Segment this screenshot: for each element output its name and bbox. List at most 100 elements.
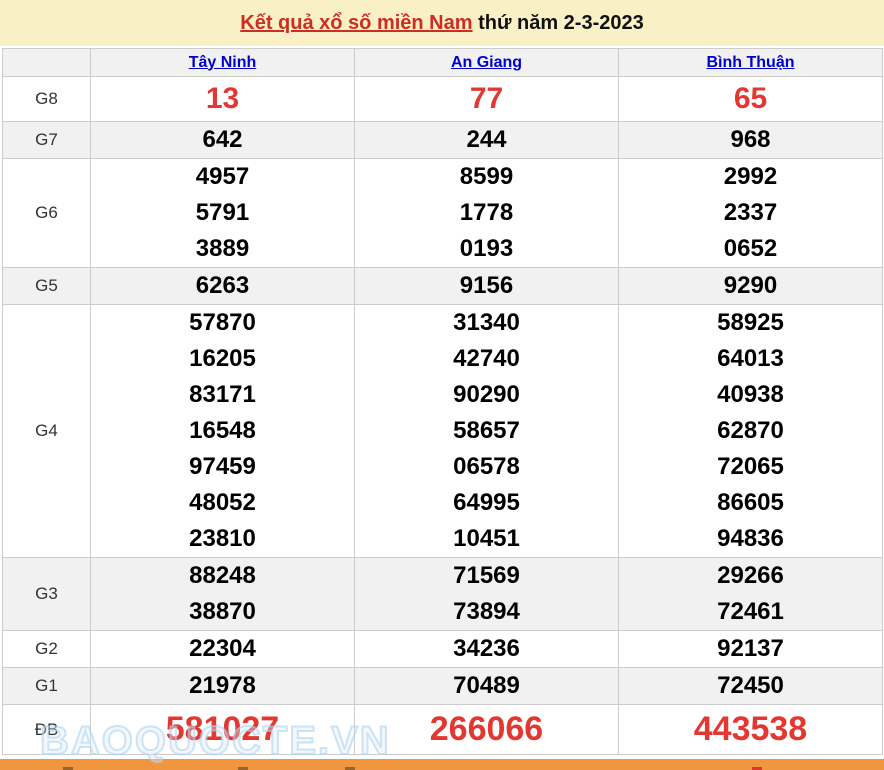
prize-label: ĐB	[2, 704, 91, 755]
prize-cell: 244	[354, 121, 619, 159]
prize-label: G4	[2, 304, 91, 558]
prize-cell: 31340 42740 90290 58657 06578 64995 10451	[354, 304, 619, 558]
prize-number: 62870	[717, 417, 784, 444]
prize-number: 21978	[189, 672, 256, 699]
province-link[interactable]: Tây Ninh	[188, 53, 257, 71]
prize-number: 0652	[723, 235, 778, 262]
prize-number: 73894	[453, 598, 520, 625]
prize-cell: 22304	[90, 630, 355, 668]
prize-number: 9156	[459, 272, 514, 299]
prize-cell: 642	[90, 121, 355, 159]
prize-number: 0193	[459, 235, 514, 262]
province-header-row: Tây Ninh An Giang Bình Thuận	[2, 48, 883, 77]
prize-number: 83171	[189, 381, 256, 408]
prize-label: G2	[2, 630, 91, 668]
prize-number: 97459	[189, 453, 256, 480]
prize-cell: 968	[618, 121, 883, 159]
prize-number: 581027	[165, 710, 280, 748]
prize-cell: 71569 73894	[354, 557, 619, 631]
prize-number: 8599	[459, 163, 514, 190]
prize-number: 72065	[717, 453, 784, 480]
prize-cell: 92137	[618, 630, 883, 668]
prize-cell: 2992 2337 0652	[618, 158, 883, 268]
prize-number: 34236	[453, 635, 520, 662]
prize-number: 23810	[189, 525, 256, 552]
prize-row-đb: ĐB 581027 266066 443538	[2, 704, 883, 755]
page-title: Kết quả xổ số miền Nam thứ năm 2-3-2023	[0, 0, 884, 46]
province-header-an-giang: An Giang	[354, 48, 619, 77]
prize-number: 90290	[453, 381, 520, 408]
prize-number: 3889	[195, 235, 250, 262]
prize-number: 88248	[189, 562, 256, 589]
prize-number: 58925	[717, 309, 784, 336]
corner-cell	[2, 48, 91, 77]
prize-label: G3	[2, 557, 91, 631]
prize-label: G5	[2, 267, 91, 305]
prize-number: 266066	[429, 710, 544, 748]
prize-number: 72450	[717, 672, 784, 699]
prize-number: 29266	[717, 562, 784, 589]
prize-cell: 70489	[354, 667, 619, 705]
prize-cell: 443538	[618, 704, 883, 755]
prize-number: 71569	[453, 562, 520, 589]
province-header-tay-ninh: Tây Ninh	[90, 48, 355, 77]
cutoff-text-mark	[238, 767, 248, 770]
prize-label: G6	[2, 158, 91, 268]
prize-number: 16548	[189, 417, 256, 444]
prize-row-g6: G6 4957 5791 3889 8599 1778 0193 2992 2337 0652	[2, 158, 883, 268]
prize-number: 13	[205, 82, 240, 115]
prize-number: 16205	[189, 345, 256, 372]
prize-cell: 88248 38870	[90, 557, 355, 631]
prize-cell: 8599 1778 0193	[354, 158, 619, 268]
prize-row-g1: G1 21978 70489 72450	[2, 667, 883, 705]
prize-number: 48052	[189, 489, 256, 516]
prize-number: 1778	[459, 199, 514, 226]
draw-date-label: thứ năm 2-3-2023	[472, 12, 644, 34]
prize-number: 244	[466, 126, 507, 153]
prize-number: 38870	[189, 598, 256, 625]
prize-number: 92137	[717, 635, 784, 662]
prize-cell: 65	[618, 76, 883, 122]
prize-label: G8	[2, 76, 91, 122]
results-title-link[interactable]: Kết quả xổ số miền Nam	[240, 12, 473, 34]
province-link[interactable]: Bình Thuận	[706, 53, 795, 71]
prize-number: 2992	[723, 163, 778, 190]
prize-cell: 6263	[90, 267, 355, 305]
cutoff-text-mark	[752, 767, 762, 770]
prize-row-g2: G2 22304 34236 92137	[2, 630, 883, 668]
prize-number: 70489	[453, 672, 520, 699]
prize-cell: 57870 16205 83171 16548 97459 48052 23810	[90, 304, 355, 558]
prize-cell: 4957 5791 3889	[90, 158, 355, 268]
prize-number: 64995	[453, 489, 520, 516]
prize-number: 77	[469, 82, 504, 115]
prize-number: 94836	[717, 525, 784, 552]
prize-row-g5: G5 6263 9156 9290	[2, 267, 883, 305]
prize-number: 9290	[723, 272, 778, 299]
prize-number: 06578	[453, 453, 520, 480]
cutoff-text-mark	[63, 767, 73, 770]
prize-number: 968	[730, 126, 771, 153]
province-link[interactable]: An Giang	[450, 53, 523, 71]
lottery-results-table: Tây Ninh An Giang Bình Thuận G8 13 77 65 G7 6…	[2, 48, 883, 755]
prize-number: 10451	[453, 525, 520, 552]
bottom-orange-bar	[0, 759, 884, 770]
prize-row-g4: G4 57870 16205 83171 16548 97459 48052 23810 313…	[2, 304, 883, 558]
prize-cell: 9290	[618, 267, 883, 305]
prize-number: 72461	[717, 598, 784, 625]
prize-cell: 21978	[90, 667, 355, 705]
prize-number: 58657	[453, 417, 520, 444]
prize-number: 443538	[693, 710, 808, 748]
prize-number: 65	[733, 82, 768, 115]
prize-label: G1	[2, 667, 91, 705]
prize-number: 57870	[189, 309, 256, 336]
prize-cell: 266066	[354, 704, 619, 755]
prize-row-g8: G8 13 77 65	[2, 76, 883, 122]
prize-number: 86605	[717, 489, 784, 516]
prize-row-g7: G7 642 244 968	[2, 121, 883, 159]
prize-cell: 77	[354, 76, 619, 122]
cutoff-text-mark	[345, 767, 355, 770]
prize-cell: 13	[90, 76, 355, 122]
prize-row-g3: G3 88248 38870 71569 73894 29266 72461	[2, 557, 883, 631]
prize-number: 42740	[453, 345, 520, 372]
prize-cell: 72450	[618, 667, 883, 705]
